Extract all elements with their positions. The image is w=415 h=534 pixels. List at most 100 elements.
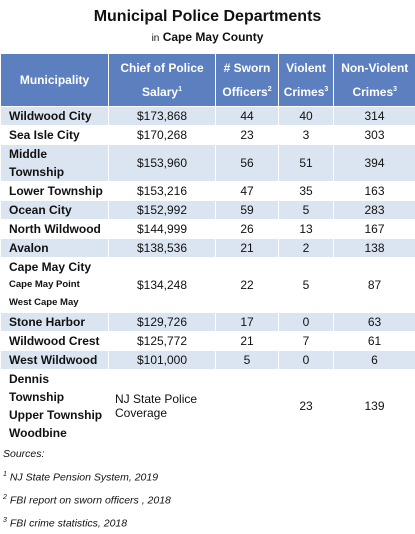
salary-cell: $144,999 bbox=[109, 220, 216, 239]
source-number: 1 bbox=[3, 471, 7, 478]
column-header: Chief of Police Salary1 bbox=[109, 54, 216, 107]
header-footnote: 3 bbox=[324, 86, 328, 93]
nonviolent: 138 bbox=[364, 241, 384, 255]
salary-cell: $125,772 bbox=[109, 332, 216, 351]
municipality-extra: Cape May Point bbox=[9, 276, 105, 294]
officers-cell: 56 bbox=[216, 145, 279, 182]
violent: 5 bbox=[303, 278, 310, 292]
salary-cell: $101,000 bbox=[109, 351, 216, 370]
officers-cell: 26 bbox=[216, 220, 279, 239]
subtitle-prefix: in bbox=[152, 33, 160, 44]
violent-cell: 35 bbox=[279, 182, 334, 201]
officers: 23 bbox=[240, 128, 253, 142]
nonviolent: 283 bbox=[364, 203, 384, 217]
salary: $138,536 bbox=[137, 241, 187, 255]
salary-cell: $170,268 bbox=[109, 126, 216, 145]
officers-cell: 59 bbox=[216, 201, 279, 220]
nonviolent: 61 bbox=[368, 334, 381, 348]
violent: 2 bbox=[303, 241, 310, 255]
municipality: Upper Township bbox=[9, 406, 105, 424]
violent: 13 bbox=[299, 222, 312, 236]
municipality: Wildwood Crest bbox=[9, 332, 105, 350]
violent: 7 bbox=[303, 334, 310, 348]
officers: 5 bbox=[244, 353, 251, 367]
nonviolent: 6 bbox=[371, 353, 378, 367]
salary: $153,216 bbox=[137, 184, 187, 198]
column-header: Non-Violent Crimes3 bbox=[334, 54, 415, 107]
violent: 51 bbox=[299, 156, 312, 170]
nonviolent-cell: 394 bbox=[334, 145, 415, 182]
officers-cell: 17 bbox=[216, 313, 279, 332]
violent-cell: 2 bbox=[279, 239, 334, 258]
salary-cell: $153,960 bbox=[109, 145, 216, 182]
subtitle-main: Cape May County bbox=[163, 30, 264, 44]
nonviolent-cell: 167 bbox=[334, 220, 415, 239]
nonviolent-cell: 63 bbox=[334, 313, 415, 332]
municipality: Cape May City bbox=[9, 258, 105, 276]
column-header: # Sworn Officers2 bbox=[216, 54, 279, 107]
table-row: North Wildwood $144,999 26 13 167 bbox=[1, 220, 415, 239]
table-row: Middle Township$153,960 56 51 394 bbox=[1, 145, 415, 182]
title: Municipal Police Departments bbox=[0, 8, 415, 30]
municipality-cell: North Wildwood bbox=[1, 220, 109, 239]
municipality: Woodbine bbox=[9, 424, 105, 442]
salary-cell: $129,726 bbox=[109, 313, 216, 332]
violent-cell: 3 bbox=[279, 126, 334, 145]
violent-cell: 7 bbox=[279, 332, 334, 351]
officers: 21 bbox=[240, 334, 253, 348]
municipality-cell: Stone Harbor bbox=[1, 313, 109, 332]
officers-cell bbox=[216, 370, 279, 443]
source-text: FBI report on sworn officers , 2018 bbox=[10, 494, 171, 506]
officers-cell: 22 bbox=[216, 258, 279, 313]
officers: 22 bbox=[240, 278, 253, 292]
nonviolent-cell: 139 bbox=[334, 370, 415, 443]
salary: $152,992 bbox=[137, 203, 187, 217]
salary: $129,726 bbox=[137, 315, 187, 329]
officers-cell: 21 bbox=[216, 332, 279, 351]
nonviolent-cell: 138 bbox=[334, 239, 415, 258]
officers-cell: 5 bbox=[216, 351, 279, 370]
salary-cell: $134,248 bbox=[109, 258, 216, 313]
nonviolent: 303 bbox=[364, 128, 384, 142]
municipality-cell: Middle Township bbox=[1, 145, 109, 182]
municipality: North Wildwood bbox=[9, 220, 105, 238]
municipality: Stone Harbor bbox=[9, 313, 105, 331]
salary: $144,999 bbox=[137, 222, 187, 236]
nonviolent: 139 bbox=[364, 399, 384, 413]
salary: $173,868 bbox=[137, 109, 187, 123]
salary-cell: $152,992 bbox=[109, 201, 216, 220]
municipality: Lower Township bbox=[9, 182, 105, 200]
salary: NJ State Police Coverage bbox=[115, 392, 197, 420]
header-footnote: 1 bbox=[178, 86, 182, 93]
header-footnote: 2 bbox=[268, 86, 272, 93]
salary-cell: NJ State Police Coverage bbox=[109, 370, 216, 443]
violent-cell: 0 bbox=[279, 313, 334, 332]
nonviolent-cell: 303 bbox=[334, 126, 415, 145]
violent: 0 bbox=[303, 353, 310, 367]
officers: 59 bbox=[240, 203, 253, 217]
column-header: Violent Crimes3 bbox=[279, 54, 334, 107]
salary-cell: $173,868 bbox=[109, 107, 216, 126]
municipality: Dennis Township bbox=[9, 370, 105, 406]
officers: 47 bbox=[240, 184, 253, 198]
source-number: 3 bbox=[3, 517, 7, 524]
violent: 35 bbox=[299, 184, 312, 198]
violent-cell: 23 bbox=[279, 370, 334, 443]
nonviolent: 167 bbox=[364, 222, 384, 236]
violent-cell: 51 bbox=[279, 145, 334, 182]
officers-cell: 21 bbox=[216, 239, 279, 258]
source-item: 3 FBI crime statistics, 2018 bbox=[3, 511, 415, 534]
source-item: 2 FBI report on sworn officers , 2018 bbox=[3, 488, 415, 511]
officers: 56 bbox=[240, 156, 253, 170]
